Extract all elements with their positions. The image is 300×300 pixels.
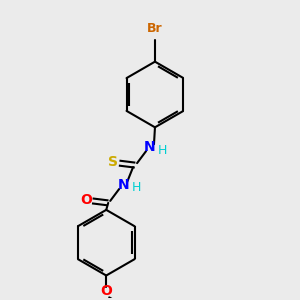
Text: O: O	[100, 284, 112, 298]
Text: H: H	[158, 144, 168, 157]
Text: N: N	[144, 140, 156, 154]
Text: Br: Br	[147, 22, 163, 35]
Text: H: H	[131, 182, 141, 194]
Text: S: S	[108, 155, 118, 169]
Text: O: O	[80, 193, 92, 207]
Text: N: N	[117, 178, 129, 192]
